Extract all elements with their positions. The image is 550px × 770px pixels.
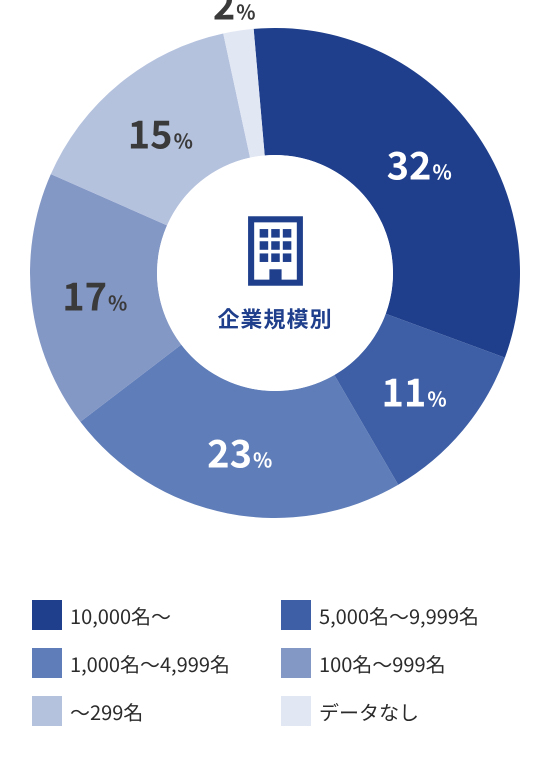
donut-chart: 企業規模別 32%11%23%17%15%2%	[30, 28, 520, 518]
legend-item-le299: 〜299名	[32, 696, 273, 726]
slice-label-nodata: 2%	[213, 0, 256, 31]
legend-label: 5,000名〜9,999名	[319, 601, 479, 630]
legend-item-nodata: データなし	[281, 696, 522, 726]
legend-swatch	[281, 648, 311, 678]
slice-label-percent: %	[432, 156, 451, 185]
legend-label: 1,000名〜4,999名	[70, 649, 230, 678]
legend-swatch	[32, 600, 62, 630]
slice-label-number: 17	[62, 267, 107, 322]
legend-item-1000_4999: 1,000名〜4,999名	[32, 648, 273, 678]
slice-label-1000_4999: 23%	[207, 424, 272, 479]
slice-label-ge10000: 32%	[387, 135, 452, 190]
legend-item-5000_9999: 5,000名〜9,999名	[281, 600, 522, 630]
slice-label-percent: %	[174, 126, 193, 155]
slice-label-number: 11	[381, 362, 426, 417]
slice-label-percent: %	[253, 445, 272, 474]
chart-center: 企業規模別	[217, 212, 332, 334]
legend-label: 100名〜999名	[319, 649, 446, 678]
legend-item-ge10000: 10,000名〜	[32, 600, 273, 630]
slice-label-percent: %	[427, 383, 446, 412]
legend-swatch	[281, 600, 311, 630]
legend-swatch	[32, 648, 62, 678]
page: 企業規模別 32%11%23%17%15%2% 10,000名〜5,000名〜9…	[0, 0, 550, 770]
slice-label-100_999: 17%	[62, 267, 127, 322]
legend-swatch	[32, 696, 62, 726]
slice-label-number: 15	[128, 105, 173, 160]
slice-label-number: 2	[213, 0, 235, 31]
building-icon	[236, 212, 314, 290]
chart-center-title: 企業規模別	[217, 302, 332, 334]
slice-label-percent: %	[108, 288, 127, 317]
slice-label-number: 23	[207, 424, 252, 479]
legend: 10,000名〜 5,000名〜9,999名 1,000名〜4,999名 100名〜9…	[32, 600, 522, 726]
slice-label-percent: %	[236, 0, 255, 26]
legend-swatch	[281, 696, 311, 726]
legend-label: データなし	[319, 697, 419, 726]
slice-label-5000_9999: 11%	[381, 362, 446, 417]
legend-item-100_999: 100名〜999名	[281, 648, 522, 678]
slice-label-le299: 15%	[128, 105, 193, 160]
slice-label-number: 32	[387, 135, 432, 190]
legend-label: 〜299名	[70, 697, 143, 726]
legend-label: 10,000名〜	[70, 601, 171, 630]
